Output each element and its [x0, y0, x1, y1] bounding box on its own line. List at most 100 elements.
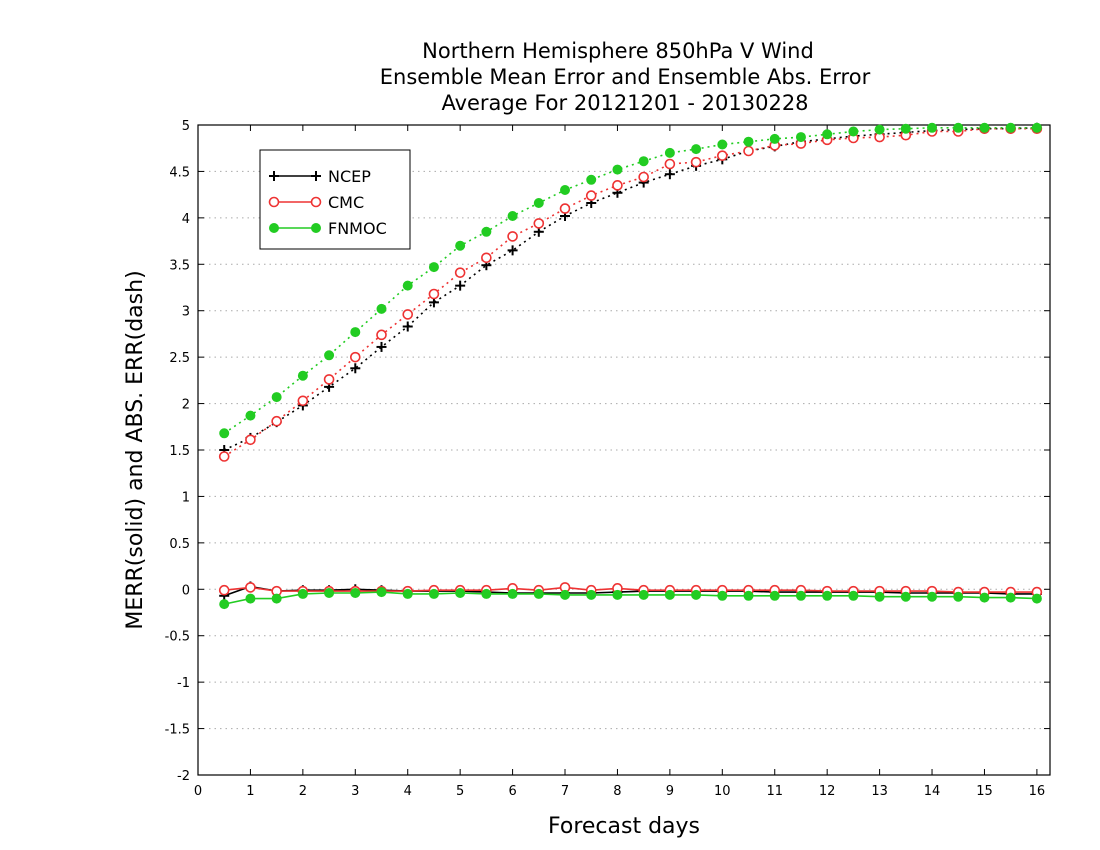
fnmoc-abs-error-point: [560, 185, 571, 195]
fnmoc-mean-error-point: [822, 590, 833, 601]
fnmoc-mean-error-point: [324, 588, 335, 598]
x-tick-label: 11: [766, 784, 783, 799]
cmc-abs-error-point: [454, 267, 466, 278]
fnmoc-abs-error-point: [271, 392, 282, 403]
y-tick-label: 1: [182, 490, 190, 505]
x-tick-label: 9: [666, 784, 674, 799]
ncep-abs-error-point: [350, 363, 361, 374]
fnmoc-abs-error-point: [822, 129, 833, 140]
cmc-abs-error-line: [223, 127, 1037, 458]
fnmoc-abs-error-point: [297, 370, 308, 381]
fnmoc-abs-error-point: [612, 164, 623, 175]
y-tick-label: -0.5: [165, 630, 190, 645]
legend-marker-ncep: [311, 171, 321, 181]
cmc-abs-error-point: [559, 203, 571, 214]
cmc-abs-error-point: [245, 434, 256, 446]
fnmoc-mean-error-point: [533, 588, 544, 599]
cmc-abs-error-point: [664, 158, 676, 170]
y-tick-label: -2: [177, 769, 190, 784]
fnmoc-abs-error-point: [1005, 122, 1016, 133]
cmc-abs-error-point: [376, 329, 387, 341]
y-tick-label: 3: [182, 305, 190, 320]
ncep-abs-error-point: [376, 341, 387, 352]
fnmoc-abs-error-point: [586, 174, 597, 185]
fnmoc-abs-error-point: [507, 211, 518, 221]
fnmoc-mean-error-point: [691, 589, 702, 600]
fnmoc-abs-error-point: [533, 198, 544, 208]
fnmoc-mean-error-point: [638, 589, 649, 600]
axes: -2-1.5-1-0.500.511.522.533.544.550 1 2 3 4 5 6…: [165, 119, 1050, 799]
cmc-abs-error-point: [612, 180, 623, 191]
legend-entry-fnmoc: FNMOC: [269, 219, 387, 238]
y-gridlines: [198, 170, 1050, 730]
cmc-abs-error-point: [349, 351, 361, 363]
x-tick-label: 8: [613, 784, 621, 799]
cmc-mean-error-point: [218, 584, 230, 596]
legend: NCEP CMC FNMOC: [259, 149, 411, 250]
legend-box: [259, 149, 411, 250]
fnmoc-mean-error-point: [795, 590, 806, 601]
legend-label-fnmoc: FNMOC: [328, 219, 387, 238]
cmc-mean-error-point: [245, 582, 256, 593]
legend-marker-ncep: [269, 171, 279, 181]
fnmoc-mean-error-point: [769, 590, 780, 601]
x-tick-label: 3: [351, 784, 359, 799]
legend-entry-ncep: NCEP: [269, 167, 371, 186]
fnmoc-abs-error-point: [402, 280, 413, 291]
fnmoc-mean-error-point: [560, 589, 571, 600]
y-tick-label: 2.5: [169, 351, 190, 366]
x-tick-label: 7: [561, 784, 569, 799]
fnmoc-mean-error-point: [481, 588, 492, 599]
x-tick-label: 12: [819, 784, 836, 799]
x-tick-label: 1: [246, 784, 254, 799]
series-fnmoc: [219, 122, 1042, 610]
fnmoc-abs-error-point: [245, 410, 256, 421]
fnmoc-abs-error-point: [953, 122, 964, 133]
fnmoc-mean-error-point: [1031, 593, 1042, 604]
fnmoc-abs-error-point: [795, 132, 806, 143]
x-tick-label: 6: [508, 784, 516, 799]
cmc-abs-error-point: [717, 150, 728, 161]
legend-marker-fnmoc: [311, 223, 321, 233]
cmc-abs-error-point: [428, 288, 440, 300]
ncep-abs-error-point: [664, 169, 675, 180]
fnmoc-mean-error-point: [664, 589, 675, 600]
cmc-abs-error-point: [585, 190, 597, 201]
x-tick-label: 15: [976, 784, 993, 799]
legend-marker-cmc: [268, 196, 280, 208]
fnmoc-mean-error-point: [612, 589, 623, 600]
fnmoc-mean-error-point: [428, 588, 439, 599]
fnmoc-mean-error-point: [717, 590, 728, 601]
ncep-abs-error-point: [455, 280, 466, 291]
chart-title-line-2: Ensemble Mean Error and Ensemble Abs. Er…: [380, 65, 871, 89]
legend-marker-fnmoc: [269, 223, 279, 233]
y-tick-label: 1.5: [169, 444, 190, 459]
fnmoc-abs-error-point: [900, 123, 911, 134]
x-tick-label: 4: [404, 784, 412, 799]
chart-title-line-3: Average For 20121201 - 20130228: [441, 91, 808, 115]
fnmoc-abs-error-point: [927, 122, 938, 133]
fnmoc-mean-error-point: [900, 591, 911, 602]
x-tick-label: 0: [194, 784, 202, 799]
fnmoc-abs-error-point: [691, 144, 702, 155]
x-tick-label: 14: [924, 784, 941, 799]
fnmoc-abs-error-point: [848, 126, 859, 137]
fnmoc-mean-error-point: [297, 588, 308, 599]
cmc-abs-error-point: [481, 252, 492, 264]
y-tick-label: 0.5: [169, 537, 190, 552]
fnmoc-abs-error-point: [769, 133, 780, 144]
y-axis-label: MERR(solid) and ABS. ERR(dash): [123, 270, 148, 629]
y-tick-label: 0: [182, 583, 190, 598]
cmc-abs-error-point: [297, 395, 309, 407]
fnmoc-mean-error-point: [507, 588, 518, 599]
x-tick-label: 5: [456, 784, 464, 799]
x-axis-label: Forecast days: [548, 814, 700, 839]
cmc-abs-error-point: [507, 231, 518, 242]
fnmoc-abs-error-point: [324, 350, 335, 361]
cmc-abs-error-point: [743, 145, 754, 157]
cmc-abs-error-point: [218, 451, 230, 462]
cmc-abs-error-point: [271, 415, 282, 427]
legend-marker-cmc: [310, 196, 322, 208]
fnmoc-abs-error-point: [1031, 122, 1042, 133]
